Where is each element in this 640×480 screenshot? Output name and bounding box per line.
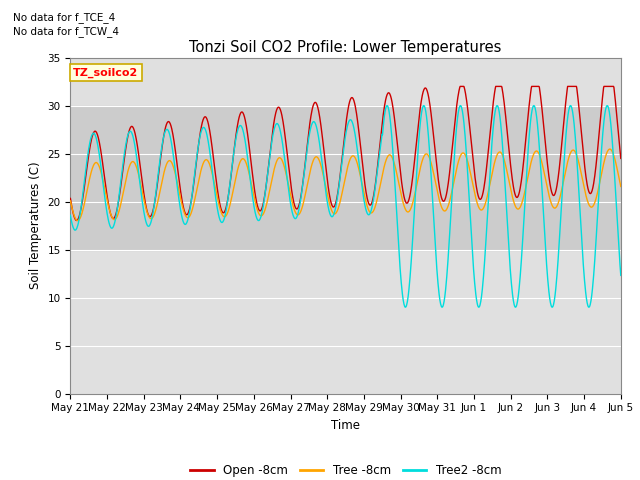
Title: Tonzi Soil CO2 Profile: Lower Temperatures: Tonzi Soil CO2 Profile: Lower Temperatur… — [189, 40, 502, 55]
Text: No data for f_TCE_4: No data for f_TCE_4 — [13, 12, 115, 23]
Text: TZ_soilco2: TZ_soilco2 — [73, 68, 138, 78]
X-axis label: Time: Time — [331, 419, 360, 432]
Legend: Open -8cm, Tree -8cm, Tree2 -8cm: Open -8cm, Tree -8cm, Tree2 -8cm — [185, 459, 506, 480]
Text: No data for f_TCW_4: No data for f_TCW_4 — [13, 26, 119, 37]
Bar — [70, 106, 621, 250]
Y-axis label: Soil Temperatures (C): Soil Temperatures (C) — [29, 162, 42, 289]
